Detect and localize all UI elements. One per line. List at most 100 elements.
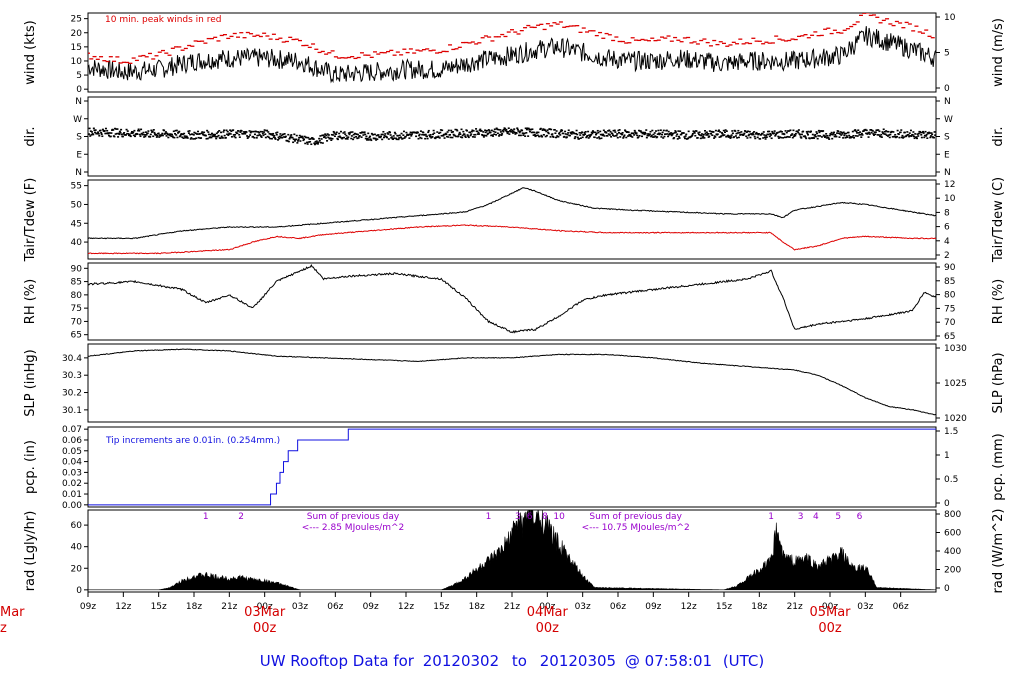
dir-point [316, 143, 319, 145]
dir-point [737, 129, 740, 132]
dir-point [276, 131, 279, 134]
date-label-partial: Mar [0, 605, 25, 620]
dir-point [700, 133, 703, 135]
dir-point [700, 134, 703, 137]
dir-point [685, 133, 688, 136]
left-tick-label: 0.00 [62, 501, 82, 511]
dir-point [602, 133, 605, 136]
dir-point [856, 132, 859, 134]
dir-point [451, 136, 454, 139]
dir-point [298, 136, 301, 139]
pcp-annotation: Tip increments are 0.01in. (0.254mm.) [105, 436, 280, 446]
dir-point [400, 132, 403, 135]
dir-point [637, 136, 640, 138]
dir-point [144, 135, 147, 138]
dir-point [594, 133, 597, 136]
dir-point [296, 140, 299, 142]
right-tick-label: 1.5 [944, 427, 958, 437]
dir-point [118, 133, 121, 136]
dir-point [521, 132, 524, 134]
dir-point [174, 132, 177, 135]
dir-point [442, 135, 445, 137]
dir-point [361, 131, 364, 134]
dir-point [119, 131, 122, 134]
time-tick-label: 15z [151, 602, 167, 612]
dir-point [461, 136, 464, 139]
dir-point [555, 136, 558, 139]
dir-point [830, 133, 832, 136]
dir-point [246, 137, 249, 139]
dir-point [374, 137, 377, 140]
dir-point [131, 130, 134, 133]
dir-point [264, 136, 267, 139]
dir-point [91, 131, 94, 133]
dir-point [615, 134, 618, 137]
dir-point [603, 135, 606, 137]
dir-point [805, 130, 808, 133]
dir-point [194, 132, 197, 135]
dir-point [510, 131, 513, 133]
dir-point [536, 134, 539, 137]
dir-point [851, 136, 854, 138]
dir-point [443, 137, 446, 139]
dir-point [834, 133, 837, 136]
dir-point [486, 133, 489, 136]
dir-point [226, 133, 229, 136]
dir-point [819, 135, 822, 137]
dir-point [852, 134, 855, 137]
right-axis-label: wind (m/s) [991, 18, 1006, 87]
dir-point [323, 135, 326, 138]
dir-point [648, 133, 651, 135]
dir-point [322, 134, 325, 136]
dir-point [419, 136, 422, 139]
dir-point [331, 137, 334, 140]
dir-point [550, 128, 553, 131]
dir-point [923, 136, 926, 139]
time-tick-label: 03z [292, 602, 308, 612]
dir-point [94, 129, 97, 131]
dir-point [152, 129, 155, 131]
dir-point [596, 137, 599, 139]
dir-point [768, 135, 771, 138]
dir-point [348, 133, 351, 136]
dir-point [116, 128, 119, 130]
dir-point [339, 136, 342, 139]
dir-point [401, 137, 404, 140]
dir-point [779, 130, 782, 133]
dir-point [289, 136, 292, 139]
dir-point [125, 128, 128, 131]
dir-point [117, 136, 120, 138]
dir-point [649, 130, 652, 133]
dir-point [514, 133, 517, 135]
dir-point [671, 132, 674, 135]
dir-point [189, 133, 192, 136]
dir-point [477, 131, 480, 134]
plot-area-rh [88, 263, 936, 334]
dir-point [485, 135, 488, 137]
dir-point [518, 134, 521, 137]
dir-point [282, 133, 285, 136]
dir-point [920, 136, 923, 139]
dir-point [856, 135, 859, 137]
dir-point [307, 141, 310, 143]
dir-point [166, 133, 169, 136]
dir-point [174, 129, 177, 132]
dir-point [418, 134, 421, 137]
dir-point [243, 131, 246, 133]
dir-point [791, 133, 794, 135]
dir-point [416, 131, 419, 134]
dir-point [682, 132, 685, 134]
dir-point [452, 131, 455, 133]
dir-point [604, 131, 607, 133]
dir-point [323, 136, 326, 139]
dir-point [120, 128, 123, 131]
dir-point [897, 133, 900, 136]
dir-point [690, 135, 693, 137]
dir-point [865, 132, 868, 135]
dir-point [751, 132, 754, 134]
dir-point [601, 134, 604, 137]
dir-point [922, 130, 925, 133]
dir-point [161, 134, 164, 137]
dir-point [837, 132, 840, 135]
dir-point [650, 135, 653, 138]
